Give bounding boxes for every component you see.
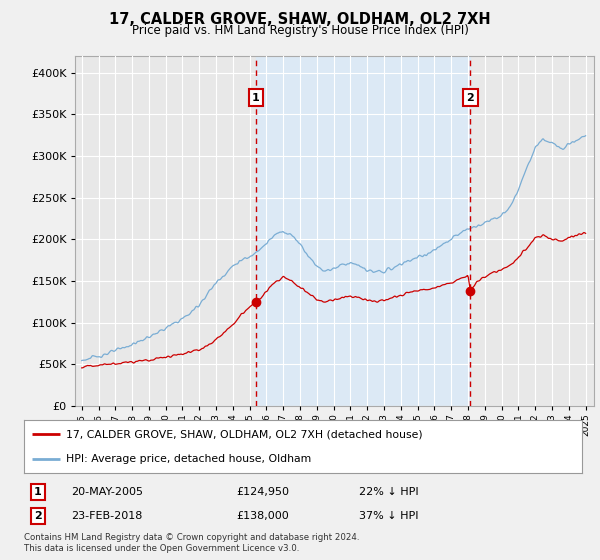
Text: 17, CALDER GROVE, SHAW, OLDHAM, OL2 7XH (detached house): 17, CALDER GROVE, SHAW, OLDHAM, OL2 7XH … [66,430,422,440]
Text: £124,950: £124,950 [236,487,289,497]
Text: 17, CALDER GROVE, SHAW, OLDHAM, OL2 7XH: 17, CALDER GROVE, SHAW, OLDHAM, OL2 7XH [109,12,491,27]
Text: 1: 1 [34,487,42,497]
Text: HPI: Average price, detached house, Oldham: HPI: Average price, detached house, Oldh… [66,454,311,464]
Text: Contains HM Land Registry data © Crown copyright and database right 2024.
This d: Contains HM Land Registry data © Crown c… [24,533,359,553]
Text: 37% ↓ HPI: 37% ↓ HPI [359,511,418,521]
Text: 2: 2 [467,92,474,102]
Bar [256,56,470,406]
Text: £138,000: £138,000 [236,511,289,521]
Text: 20-MAY-2005: 20-MAY-2005 [71,487,143,497]
Text: 2: 2 [34,511,42,521]
Text: 22% ↓ HPI: 22% ↓ HPI [359,487,418,497]
Text: Price paid vs. HM Land Registry's House Price Index (HPI): Price paid vs. HM Land Registry's House … [131,24,469,36]
Text: 1: 1 [252,92,260,102]
Text: 23-FEB-2018: 23-FEB-2018 [71,511,143,521]
